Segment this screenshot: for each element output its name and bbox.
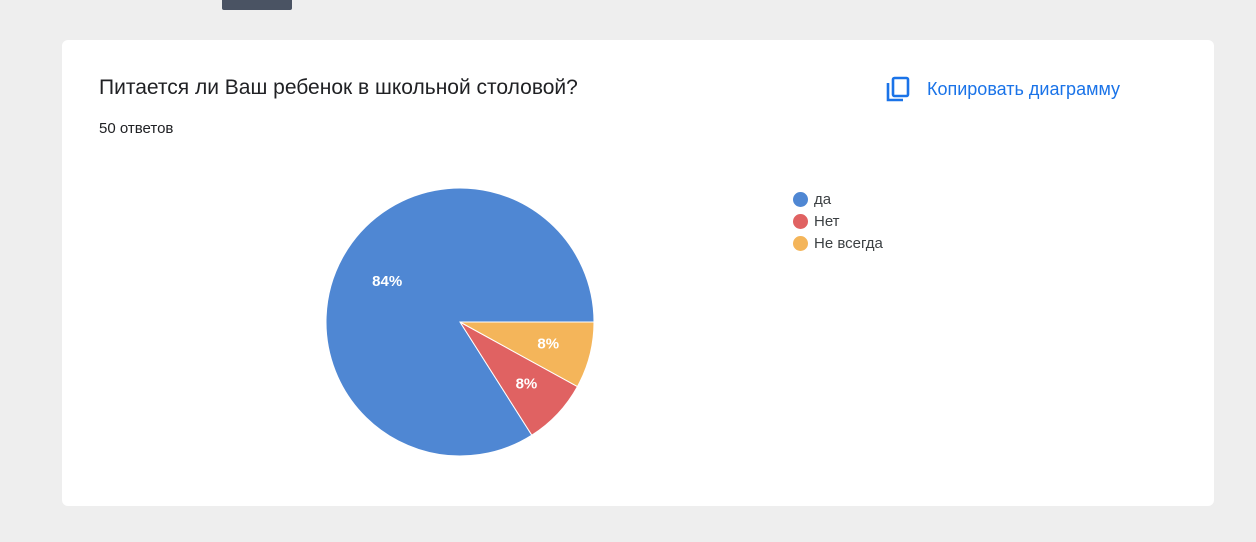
legend-item: Нет xyxy=(793,210,883,232)
legend-swatch xyxy=(793,213,808,229)
legend-label: Нет xyxy=(814,212,840,230)
chart-legend: да Нет Не всегда xyxy=(793,188,883,254)
pie-chart: 84% 8% 8% xyxy=(325,187,595,457)
copy-chart-label: Копировать диаграмму xyxy=(927,78,1121,99)
legend-swatch xyxy=(793,235,808,251)
legend-item: Не всегда xyxy=(793,232,883,254)
question-title: Питается ли Ваш ребенок в школьной столо… xyxy=(99,76,578,99)
legend-label: да xyxy=(814,190,832,208)
slice-label: 8% xyxy=(537,336,559,353)
slice-label: 8% xyxy=(516,375,538,392)
pie-slice xyxy=(459,321,595,388)
chart-card: Питается ли Ваш ребенок в школьной столо… xyxy=(62,40,1214,506)
active-tab-indicator xyxy=(222,0,292,10)
legend-item: да xyxy=(793,188,883,210)
legend-label: Не всегда xyxy=(814,234,883,252)
response-count: 50 ответов xyxy=(99,120,174,137)
legend-swatch xyxy=(793,191,808,207)
copy-icon xyxy=(885,76,911,102)
copy-chart-button[interactable]: Копировать диаграмму xyxy=(885,72,1120,106)
slice-label: 84% xyxy=(372,273,402,290)
